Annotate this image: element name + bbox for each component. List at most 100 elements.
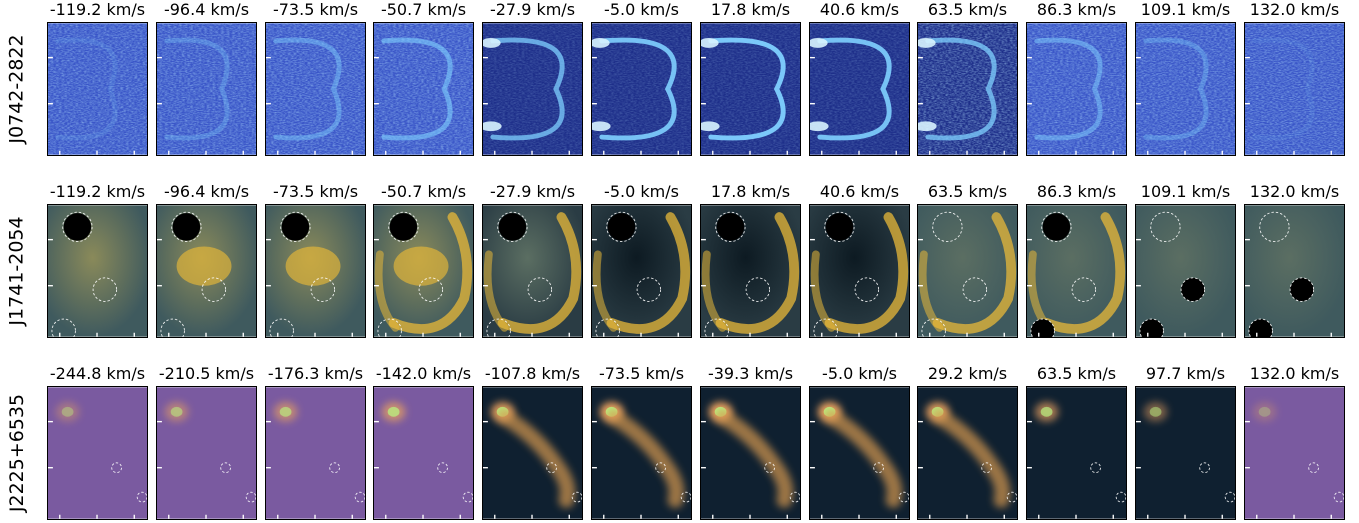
velocity-label: 63.5 km/s xyxy=(927,182,1008,201)
velocity-label: 17.8 km/s xyxy=(710,0,791,19)
channel-panel: 97.7 km/s xyxy=(1135,364,1236,520)
velocity-label: 86.3 km/s xyxy=(1036,0,1117,19)
channel-map-image xyxy=(1026,22,1127,156)
channel-panel: -50.7 km/s xyxy=(373,0,474,156)
channel-map-image xyxy=(700,204,801,338)
channel-map-image xyxy=(700,22,801,156)
channel-map-image xyxy=(809,204,910,338)
row-label-text: J2225+6535 xyxy=(6,393,29,513)
row-label-text: J0742-2822 xyxy=(6,34,29,144)
velocity-label: 109.1 km/s xyxy=(1140,0,1231,19)
channel-panel: -119.2 km/s xyxy=(47,182,148,338)
channel-map-image xyxy=(47,204,148,338)
velocity-label: 17.8 km/s xyxy=(710,182,791,201)
channel-panel: 40.6 km/s xyxy=(809,0,910,156)
channel-panel: -50.7 km/s xyxy=(373,182,474,338)
channel-panel: 29.2 km/s xyxy=(917,364,1018,520)
channel-map-image xyxy=(809,386,910,520)
channel-panel: -176.3 km/s xyxy=(265,364,366,520)
velocity-label: -73.5 km/s xyxy=(598,364,685,383)
velocity-label: -39.3 km/s xyxy=(707,364,794,383)
velocity-label: -73.5 km/s xyxy=(272,0,359,19)
row-label-3: J2225+6535 xyxy=(0,386,34,520)
channel-map-image xyxy=(156,22,257,156)
channel-map-image xyxy=(265,22,366,156)
velocity-label: -5.0 km/s xyxy=(604,0,679,19)
velocity-label: -50.7 km/s xyxy=(380,182,467,201)
channel-panel: -210.5 km/s xyxy=(156,364,257,520)
channel-panel: -244.8 km/s xyxy=(47,364,148,520)
channel-map-image xyxy=(482,204,583,338)
channel-panel: -5.0 km/s xyxy=(591,182,692,338)
row-label-text: J1741-2054 xyxy=(6,216,29,326)
velocity-label: 29.2 km/s xyxy=(927,364,1008,383)
channel-panel: -5.0 km/s xyxy=(809,364,910,520)
velocity-label: 86.3 km/s xyxy=(1036,182,1117,201)
channel-map-image xyxy=(373,204,474,338)
channel-panel: -96.4 km/s xyxy=(156,0,257,156)
velocity-label: -27.9 km/s xyxy=(489,0,576,19)
channel-panel: 109.1 km/s xyxy=(1135,0,1236,156)
channel-panel: 132.0 km/s xyxy=(1244,0,1345,156)
velocity-label: 109.1 km/s xyxy=(1140,182,1231,201)
velocity-label: 63.5 km/s xyxy=(927,0,1008,19)
channel-panel: -119.2 km/s xyxy=(47,0,148,156)
channel-map-image xyxy=(47,22,148,156)
channel-map-image xyxy=(482,386,583,520)
channel-panel: 17.8 km/s xyxy=(700,182,801,338)
channel-map-image xyxy=(700,386,801,520)
channel-panel: 132.0 km/s xyxy=(1244,182,1345,338)
velocity-label: 40.6 km/s xyxy=(819,0,900,19)
velocity-label: -96.4 km/s xyxy=(163,0,250,19)
channel-map-image xyxy=(1244,204,1345,338)
channel-panel: 86.3 km/s xyxy=(1026,0,1127,156)
channel-panel: -39.3 km/s xyxy=(700,364,801,520)
velocity-label: 97.7 km/s xyxy=(1145,364,1226,383)
velocity-label: -5.0 km/s xyxy=(822,364,897,383)
channel-map-image xyxy=(1026,386,1127,520)
velocity-label: -5.0 km/s xyxy=(604,182,679,201)
velocity-label: 63.5 km/s xyxy=(1036,364,1117,383)
channel-map-image xyxy=(156,386,257,520)
channel-map-image xyxy=(917,22,1018,156)
channel-panel: 63.5 km/s xyxy=(917,0,1018,156)
channel-panel: 86.3 km/s xyxy=(1026,182,1127,338)
channel-map-image xyxy=(809,22,910,156)
channel-map-image xyxy=(1244,22,1345,156)
channel-map-image xyxy=(482,22,583,156)
channel-map-image xyxy=(917,204,1018,338)
channel-map-image xyxy=(373,22,474,156)
channel-map-image xyxy=(265,386,366,520)
channel-panel: 63.5 km/s xyxy=(1026,364,1127,520)
channel-panel: 40.6 km/s xyxy=(809,182,910,338)
channel-panel: 132.0 km/s xyxy=(1244,364,1345,520)
velocity-label: -119.2 km/s xyxy=(49,0,146,19)
channel-map-image xyxy=(156,204,257,338)
channel-panel: -107.8 km/s xyxy=(482,364,583,520)
row-label-2: J1741-2054 xyxy=(0,204,34,338)
velocity-label: -27.9 km/s xyxy=(489,182,576,201)
channel-panel: 17.8 km/s xyxy=(700,0,801,156)
channel-map-image xyxy=(591,386,692,520)
channel-map-image xyxy=(373,386,474,520)
channel-panel: -142.0 km/s xyxy=(373,364,474,520)
velocity-label: -73.5 km/s xyxy=(272,182,359,201)
channel-panel: -27.9 km/s xyxy=(482,182,583,338)
channel-panel: -73.5 km/s xyxy=(265,0,366,156)
velocity-label: 132.0 km/s xyxy=(1249,0,1340,19)
velocity-label: 132.0 km/s xyxy=(1249,182,1340,201)
channel-map-image xyxy=(1026,204,1127,338)
channel-panel: 63.5 km/s xyxy=(917,182,1018,338)
channel-map-image xyxy=(917,386,1018,520)
channel-panel: 109.1 km/s xyxy=(1135,182,1236,338)
velocity-label: -210.5 km/s xyxy=(158,364,255,383)
channel-map-image xyxy=(591,204,692,338)
velocity-label: -107.8 km/s xyxy=(484,364,581,383)
row-label-1: J0742-2822 xyxy=(0,22,34,156)
velocity-label: -50.7 km/s xyxy=(380,0,467,19)
velocity-label: 40.6 km/s xyxy=(819,182,900,201)
channel-map-image xyxy=(47,386,148,520)
channel-map-image xyxy=(265,204,366,338)
channel-panel: -73.5 km/s xyxy=(265,182,366,338)
channel-panel: -73.5 km/s xyxy=(591,364,692,520)
